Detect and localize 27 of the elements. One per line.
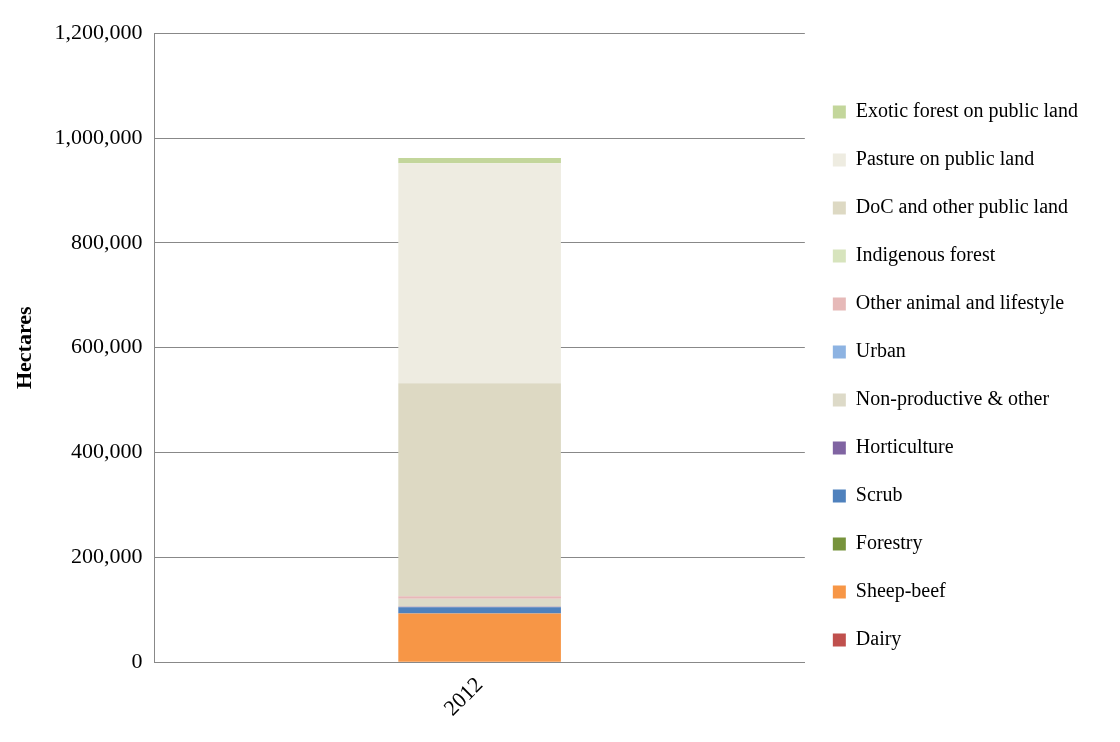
bar [398,613,561,662]
y-tick-label: 600,000 [70,333,143,359]
y-tick-label: 1,000,000 [54,123,143,149]
legend-label: Dairy [855,627,902,651]
legend-label: Horticulture [855,435,954,458]
y-tick-label: 800,000 [70,228,143,254]
bar [398,598,561,607]
legend-label: Forestry [855,531,923,555]
bar [398,607,561,614]
legend-label: Urban [855,339,906,362]
bar [398,157,561,164]
y-tick-label: 0 [131,648,143,673]
legend-label: Other animal and lifestyle [855,291,1065,315]
legend-label: Indigenous forest [855,243,996,267]
legend-label: Scrub [855,483,903,506]
y-tick-label: 200,000 [70,543,143,569]
y-axis-title: Hectares [10,305,36,390]
legend-label: Non-productive & other [855,387,1050,411]
y-tick-label: 1,200,000 [54,18,143,44]
legend-label: Sheep-beef [855,579,947,603]
legend-label: Pasture on public land [855,147,1035,171]
bar [398,163,561,384]
legend-label: DoC and other public land [855,195,1069,219]
bar [398,383,561,597]
bar [398,596,561,599]
legend-label: Exotic forest on public land [855,99,1078,123]
y-tick-label: 400,000 [70,438,143,464]
